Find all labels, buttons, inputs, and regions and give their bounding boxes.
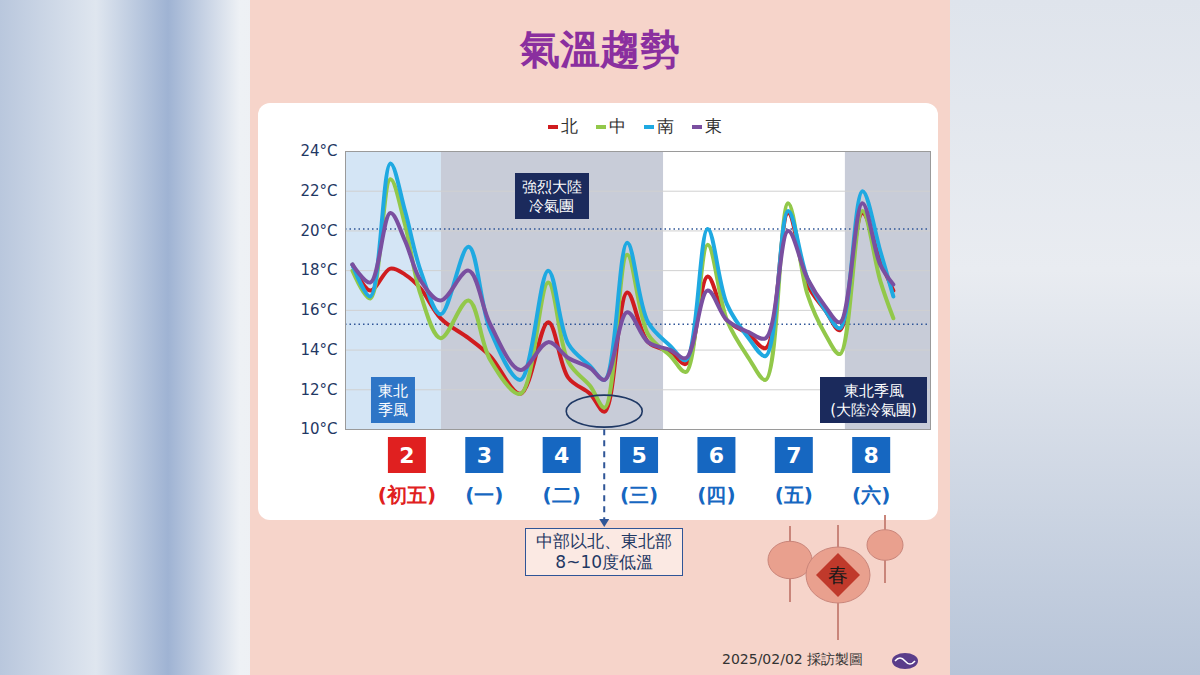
svg-text:(四): (四) — [697, 483, 735, 507]
svg-text:22°C: 22°C — [300, 182, 337, 200]
html-text:北: 北 — [561, 116, 578, 136]
svg-text:12°C: 12°C — [300, 381, 337, 399]
svg-text:東北季風: 東北季風 — [844, 382, 904, 400]
svg-text:強烈大陸: 強烈大陸 — [522, 178, 582, 196]
svg-text:(大陸冷氣團): (大陸冷氣團) — [830, 401, 917, 419]
svg-text:(五): (五) — [775, 483, 813, 507]
html-text:南: 南 — [657, 116, 674, 136]
svg-text:冷氣團: 冷氣團 — [529, 197, 574, 215]
svg-text:3: 3 — [477, 443, 492, 468]
svg-text:24°C: 24°C — [300, 142, 337, 160]
svg-text:6: 6 — [709, 443, 724, 468]
svg-text:16°C: 16°C — [300, 301, 337, 319]
svg-text:18°C: 18°C — [300, 261, 337, 279]
svg-text:5: 5 — [631, 443, 646, 468]
svg-text:14°C: 14°C — [300, 341, 337, 359]
svg-text:春: 春 — [828, 563, 848, 587]
svg-text:10°C: 10°C — [300, 420, 337, 438]
html-text:中: 中 — [609, 116, 626, 136]
svg-text:(二): (二) — [543, 483, 581, 507]
html-text:氣溫趨勢: 氣溫趨勢 — [520, 26, 680, 72]
svg-text:(初五): (初五) — [378, 483, 436, 507]
svg-text:20°C: 20°C — [300, 222, 337, 240]
svg-text:東北: 東北 — [378, 382, 408, 400]
svg-text:8: 8 — [864, 443, 879, 468]
svg-text:(六): (六) — [852, 483, 890, 507]
html-text:東: 東 — [705, 116, 722, 136]
svg-text:(一): (一) — [465, 483, 503, 507]
svg-text:季風: 季風 — [378, 401, 408, 419]
html-text:2025/02/02 採訪製圖: 2025/02/02 採訪製圖 — [722, 651, 864, 667]
svg-text:(三): (三) — [620, 483, 658, 507]
svg-text:7: 7 — [786, 443, 801, 468]
html-text:中部以北、東北部: 中部以北、東北部 — [536, 531, 673, 551]
html-text:8~10度低溫: 8~10度低溫 — [555, 552, 654, 572]
svg-text:4: 4 — [554, 443, 569, 468]
svg-text:2: 2 — [399, 443, 414, 468]
